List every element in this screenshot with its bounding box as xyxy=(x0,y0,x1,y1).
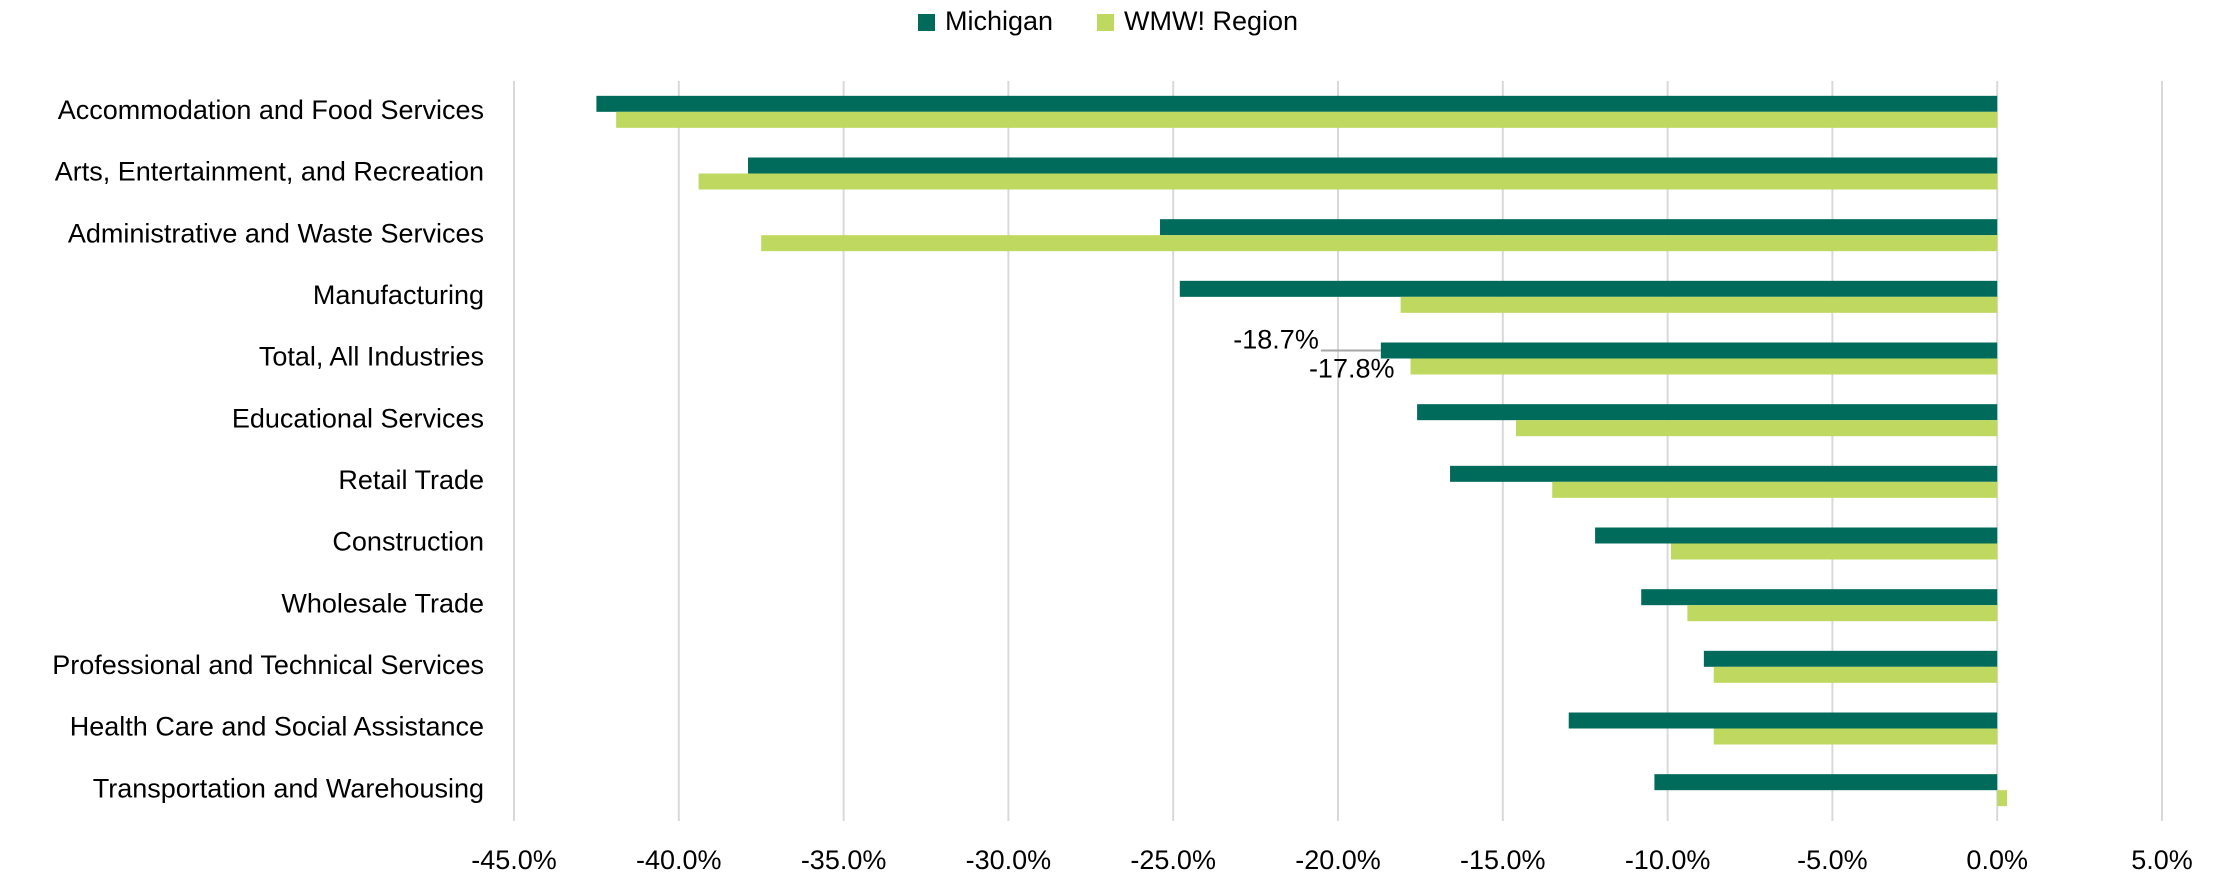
legend-swatch xyxy=(918,14,935,31)
bar xyxy=(1703,650,1998,667)
x-tick-label: -40.0% xyxy=(636,845,722,875)
y-tick-label: Administrative and Waste Services xyxy=(68,218,484,248)
y-tick-label: Professional and Technical Services xyxy=(52,650,484,680)
legend-label: Michigan xyxy=(945,6,1053,36)
y-tick-label: Wholesale Trade xyxy=(281,588,484,618)
x-tick-label: 0.0% xyxy=(1966,845,2028,875)
legend-swatch xyxy=(1097,14,1114,31)
bar xyxy=(1997,790,2008,807)
bar xyxy=(1552,481,1998,498)
bar xyxy=(1380,342,1998,359)
bar xyxy=(761,235,1998,252)
bar xyxy=(616,111,1998,128)
bar xyxy=(1713,666,1998,683)
y-tick-label: Construction xyxy=(332,527,484,557)
bar xyxy=(1450,465,1998,482)
y-tick-label: Retail Trade xyxy=(338,465,484,495)
bar xyxy=(748,157,1998,174)
y-tick-label: Manufacturing xyxy=(313,280,484,310)
data-label: -17.8% xyxy=(1309,354,1395,384)
bar xyxy=(596,95,1998,112)
bar xyxy=(1713,728,1998,745)
legend-label: WMW! Region xyxy=(1124,6,1298,36)
x-tick-label: -35.0% xyxy=(801,845,887,875)
x-tick-label: -20.0% xyxy=(1295,845,1381,875)
bar xyxy=(1595,527,1998,544)
data-label: -18.7% xyxy=(1233,325,1319,355)
x-tick-label: -15.0% xyxy=(1460,845,1546,875)
x-tick-label: -45.0% xyxy=(471,845,557,875)
x-tick-label: -30.0% xyxy=(966,845,1052,875)
bar xyxy=(1179,280,1998,297)
y-tick-label: Arts, Entertainment, and Recreation xyxy=(55,157,484,187)
y-tick-label: Educational Services xyxy=(232,403,484,433)
x-tick-label: 5.0% xyxy=(2131,845,2193,875)
y-tick-label: Total, All Industries xyxy=(259,342,484,372)
bar xyxy=(1687,605,1998,622)
bar xyxy=(1160,219,1998,236)
x-tick-label: -10.0% xyxy=(1625,845,1711,875)
bar xyxy=(1568,712,1998,729)
bar xyxy=(1670,543,1998,560)
x-tick-label: -5.0% xyxy=(1797,845,1868,875)
bar xyxy=(1400,296,1998,313)
y-tick-label: Accommodation and Food Services xyxy=(58,95,484,125)
bar xyxy=(698,173,1998,190)
bar xyxy=(1654,774,1998,791)
y-tick-label: Transportation and Warehousing xyxy=(93,773,484,803)
bar xyxy=(1641,589,1998,606)
bar xyxy=(1515,420,1998,437)
bar xyxy=(1410,358,1998,375)
y-tick-label: Health Care and Social Assistance xyxy=(70,712,484,742)
bar xyxy=(1417,404,1998,421)
x-tick-label: -25.0% xyxy=(1130,845,1216,875)
